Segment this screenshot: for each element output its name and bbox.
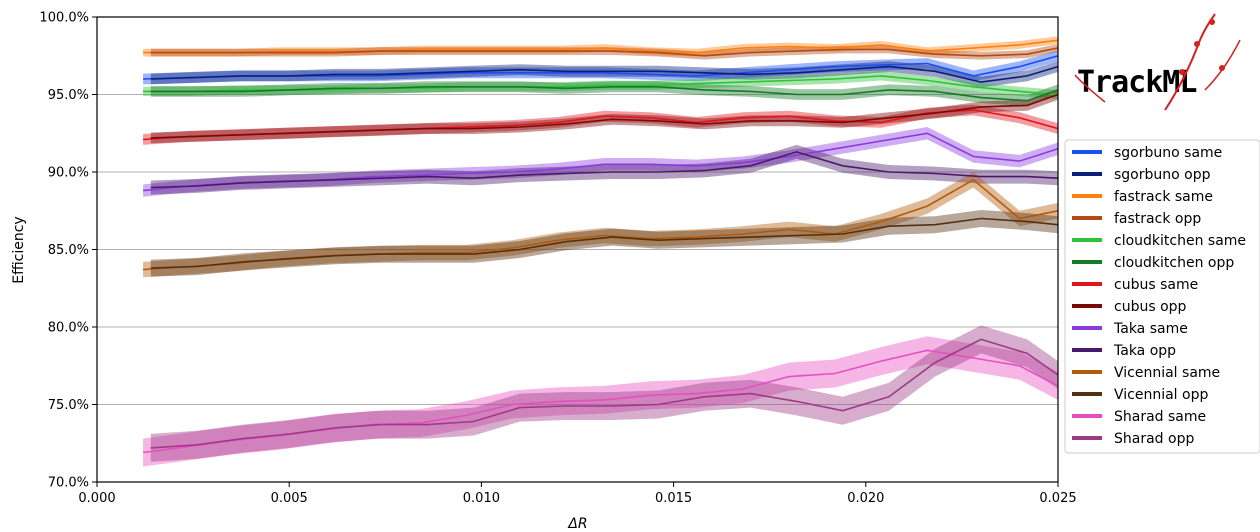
legend-entry: sgorbuno same [1114, 145, 1222, 161]
y-tick-label: 75.0% [48, 398, 89, 413]
logo-hit-1 [1179, 69, 1185, 75]
legend-box [1064, 139, 1260, 454]
band-sharad-opp [150, 325, 1059, 462]
x-axis-label: ΔR [567, 516, 587, 532]
band-cubus-same [143, 104, 1059, 145]
y-tick-label: 100.0% [39, 11, 89, 26]
logo-track-curve-2 [1074, 74, 1106, 103]
line-fastrack-same [143, 39, 1059, 54]
band-sgorbuno-opp [150, 61, 1059, 88]
x-tick-label: 0.010 [463, 491, 500, 506]
line-cloudkitchen-opp [150, 86, 1059, 102]
series-lines [142, 39, 1059, 454]
legend-entry: Sharad same [1114, 409, 1206, 425]
x-tick-label: 0.015 [655, 491, 692, 506]
band-taka-opp [150, 144, 1059, 195]
band-vicennial-same [143, 172, 1059, 278]
legend-entry: sgorbuno opp [1114, 167, 1211, 183]
logo-hit-3 [1219, 65, 1225, 71]
band-taka-same [143, 127, 1059, 197]
legend-entry: Vicennial same [1114, 365, 1220, 381]
x-tick-label: 0.005 [271, 491, 308, 506]
y-tick-label: 95.0% [48, 88, 89, 103]
trackml-logo: TrackML [1074, 13, 1241, 111]
uncertainty-bands [143, 36, 1059, 467]
logo-text: TrackML [1077, 65, 1196, 100]
legend-entry: cloudkitchen opp [1114, 255, 1234, 271]
y-tick-label: 70.0% [48, 476, 89, 491]
logo-hit-2 [1194, 41, 1200, 47]
band-vicennial-opp [150, 210, 1059, 277]
x-tick-label: 0.000 [78, 491, 115, 506]
x-tick-label: 0.020 [847, 491, 884, 506]
line-sharad-opp [150, 338, 1059, 449]
logo-track-curve-3 [1204, 39, 1241, 91]
legend-entry: fastrack opp [1114, 211, 1201, 227]
y-tick-label: 80.0% [48, 321, 89, 336]
band-sharad-same [143, 336, 1059, 467]
legend-entry: Sharad opp [1114, 431, 1194, 447]
line-sgorbuno-opp [150, 65, 1059, 83]
line-fastrack-opp [150, 47, 1059, 57]
line-cubus-opp [150, 93, 1059, 139]
legend-entry: fastrack same [1114, 189, 1213, 205]
y-axis-label: Efficiency [11, 216, 27, 283]
legend: sgorbuno same sgorbuno opp fastrack same fa… [1064, 139, 1260, 454]
y-tick-label: 90.0% [48, 166, 89, 181]
legend-entry: cubus opp [1114, 299, 1187, 315]
x-tick-label: 0.025 [1039, 491, 1076, 506]
legend-entry: cubus same [1114, 277, 1198, 293]
legend-entry: Vicennial opp [1114, 387, 1208, 403]
y-tick-label: 85.0% [48, 243, 89, 258]
line-taka-opp [150, 151, 1059, 189]
x-axis-ticks: 0.000 0.005 0.010 0.015 0.020 0.025 [78, 482, 1077, 506]
logo-hit-4 [1209, 19, 1215, 25]
line-vicennial-opp [150, 217, 1059, 269]
legend-entry: Taka same [1113, 321, 1188, 337]
legend-entry: Taka opp [1113, 343, 1176, 359]
y-axis-ticks: 70.0% 75.0% 80.0% 85.0% 90.0% 95.0% 100.0% [39, 11, 97, 491]
legend-entry: cloudkitchen same [1114, 233, 1246, 249]
